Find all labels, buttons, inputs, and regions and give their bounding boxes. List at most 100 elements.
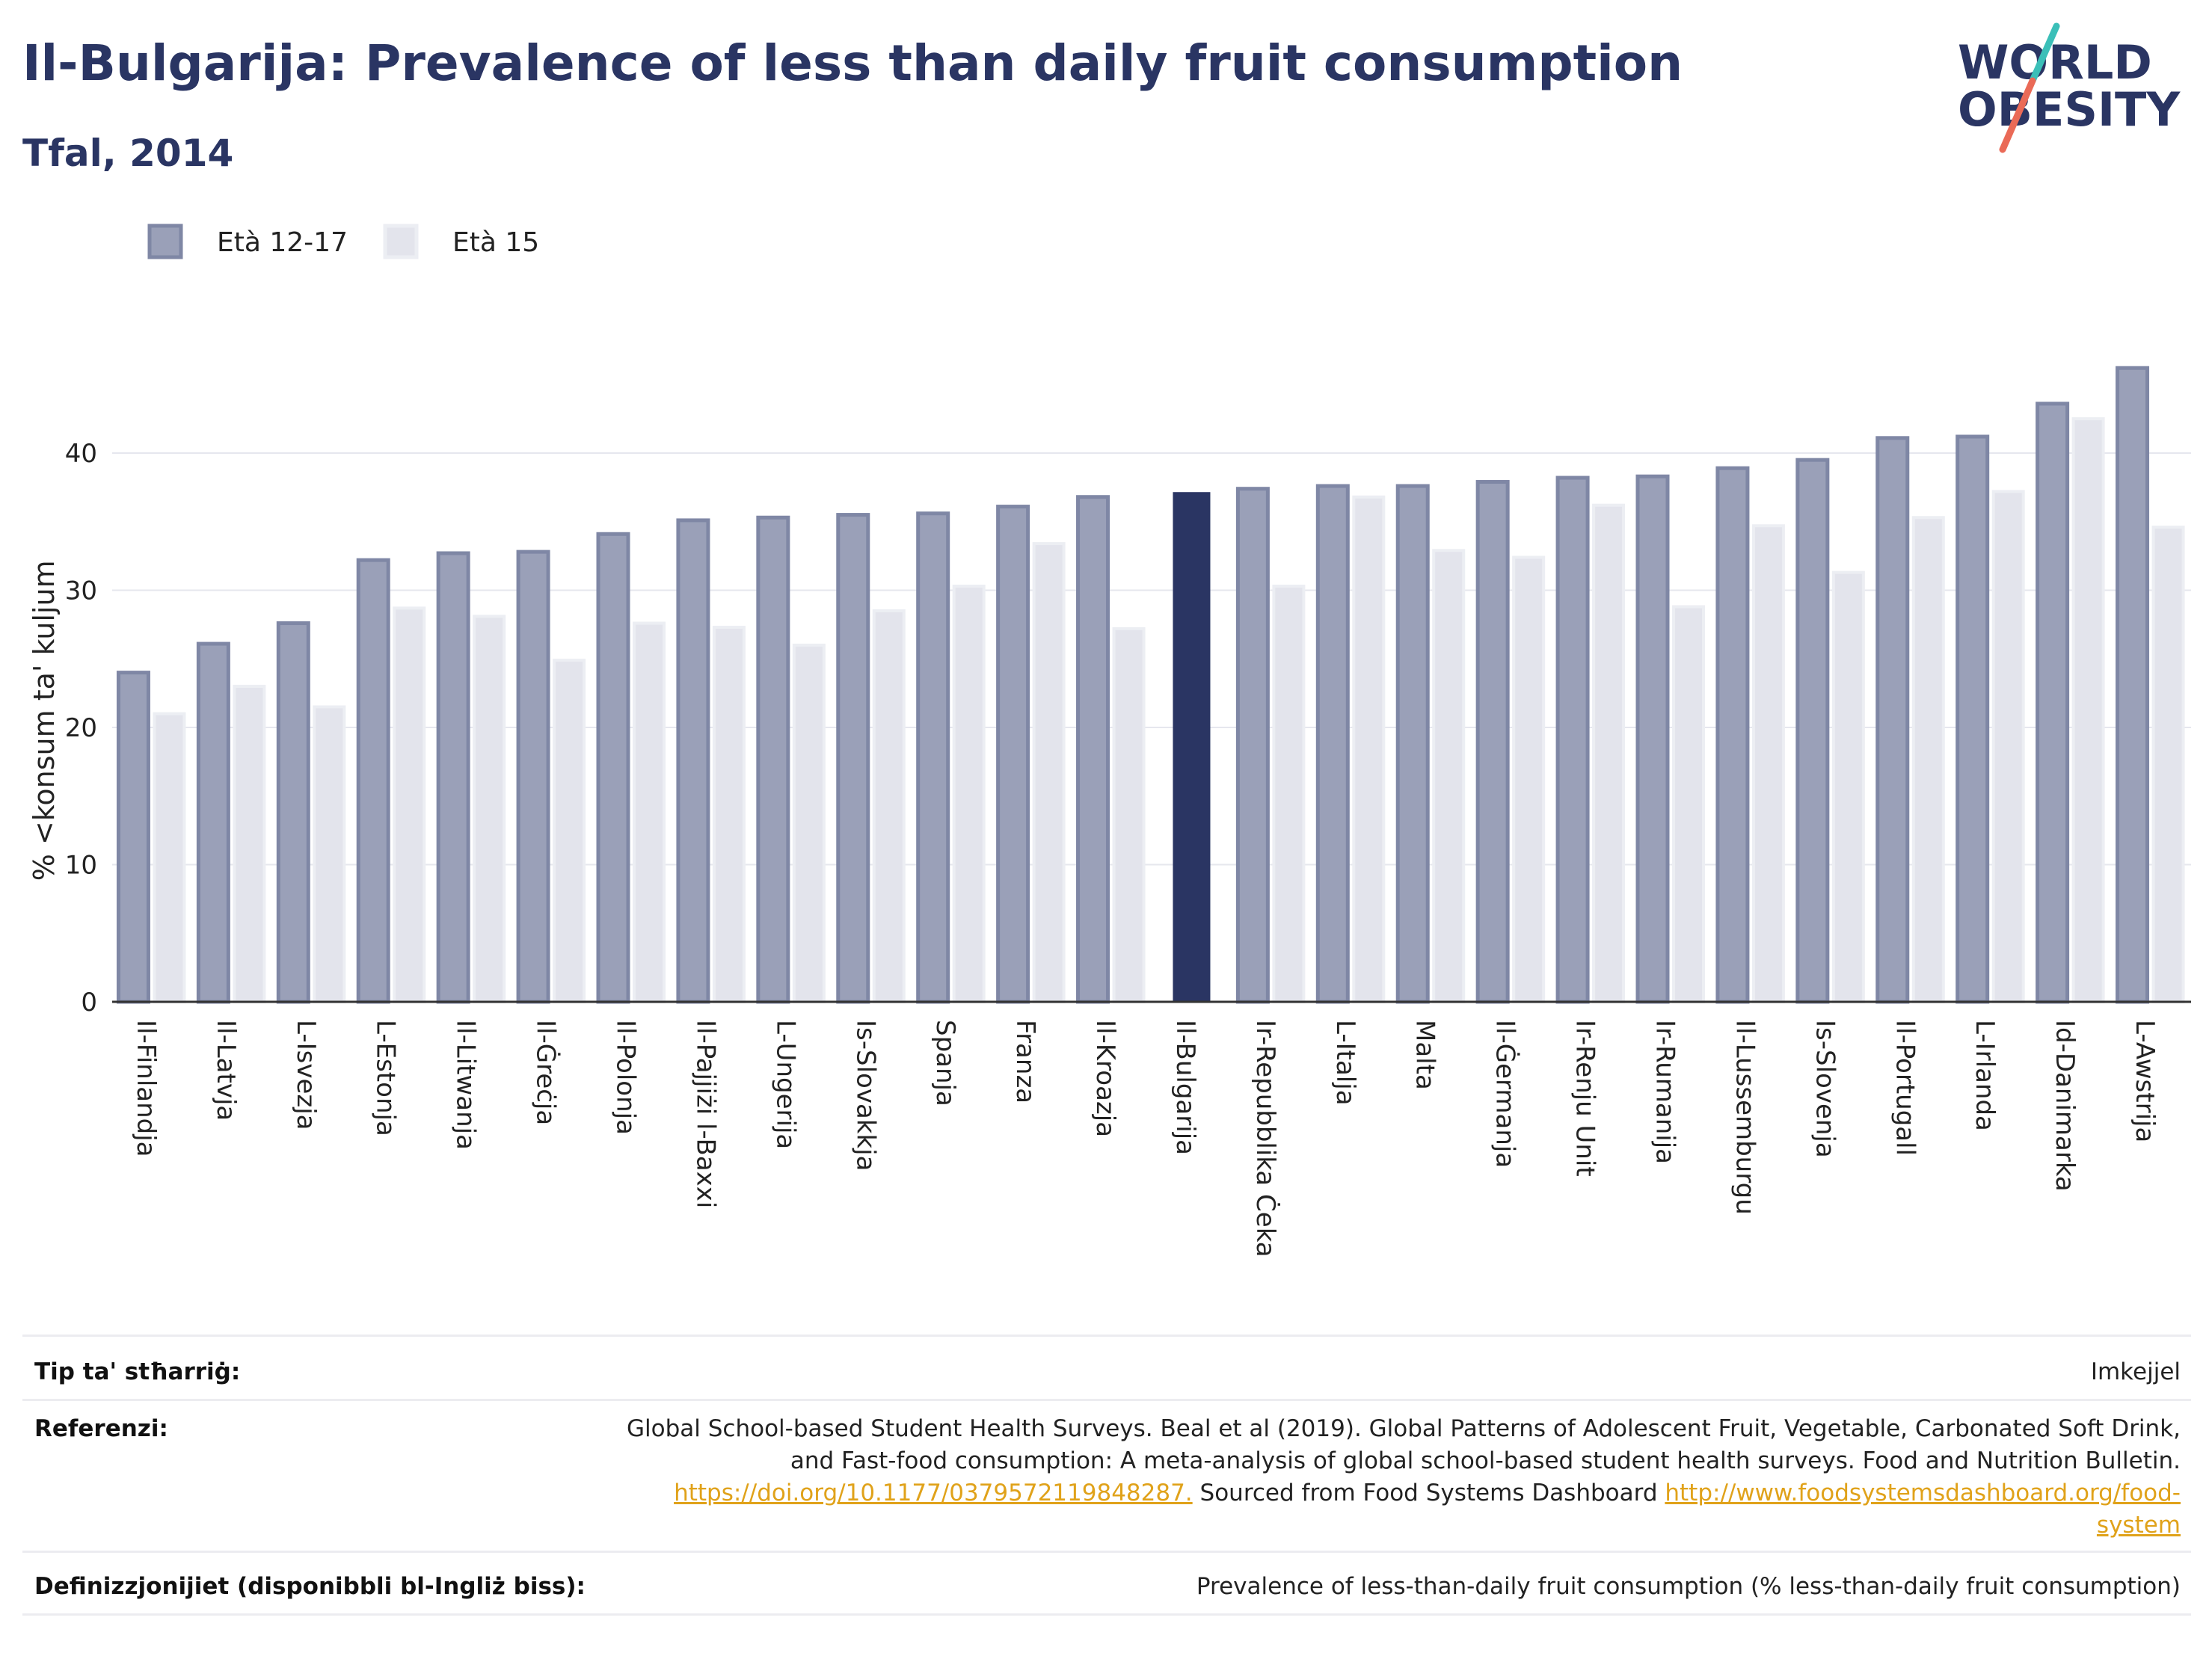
x-tick-label: Il-Lussemburgu xyxy=(1730,1020,1760,1215)
y-tick-label: 0 xyxy=(81,988,97,1018)
references-line-2: and Fast-food consumption: A meta-analys… xyxy=(790,1447,2181,1474)
legend-label-1: Età 12-17 xyxy=(217,227,348,258)
bar-6-series-2 xyxy=(553,659,586,1004)
legend-label-2: Età 15 xyxy=(452,227,539,258)
bar-18-series-1 xyxy=(1475,480,1510,1004)
y-tick-label: 10 xyxy=(65,851,97,881)
x-tick-label: Il-Bulgarija xyxy=(1170,1020,1200,1155)
x-tick-label: L-Estonja xyxy=(371,1020,401,1136)
x-tick-label: Il-Litwanja xyxy=(451,1020,481,1150)
bar-25-series-2 xyxy=(2071,417,2105,1003)
legend-swatch-2 xyxy=(383,224,419,259)
x-tick-label: Il-Ġermanja xyxy=(1490,1020,1521,1168)
logo-slash-teal xyxy=(2029,22,2060,84)
bar-22-series-1 xyxy=(1795,458,1830,1004)
bar-22-series-2 xyxy=(1831,570,1865,1003)
y-axis-label: % <konsum ta' kuljum xyxy=(28,560,61,881)
bar-11-series-1 xyxy=(916,511,950,1004)
bar-26-series-2 xyxy=(2151,526,2185,1003)
references-line-4: system xyxy=(627,1509,2181,1542)
bar-3-series-2 xyxy=(313,705,346,1003)
references-line-1: Global School-based Student Health Surve… xyxy=(627,1415,2181,1442)
bar-4-series-2 xyxy=(393,606,426,1003)
world-obesity-logo: WORLD OBESITY xyxy=(1958,22,2181,153)
bar-4-series-1 xyxy=(356,558,390,1004)
y-tick-label: 20 xyxy=(65,713,97,743)
source-type-value: Imkejjel xyxy=(2090,1358,2181,1385)
doi-link[interactable]: https://doi.org/10.1177/0379572119848287… xyxy=(674,1480,1193,1506)
bar-5-series-1 xyxy=(436,551,470,1004)
references-mid-text: Sourced from Food Systems Dashboard xyxy=(1192,1480,1665,1506)
bar-6-series-1 xyxy=(516,550,550,1004)
bar-25-series-1 xyxy=(2036,401,2070,1004)
x-tick-label: Il-Finlandja xyxy=(131,1020,161,1157)
x-tick-label: Malta xyxy=(1410,1020,1440,1090)
bar-10-series-1 xyxy=(836,513,870,1004)
logo-word-world: WORLD xyxy=(1958,35,2152,90)
bar-16-series-1 xyxy=(1315,484,1350,1004)
bar-7-series-2 xyxy=(633,621,666,1003)
bar-15-series-2 xyxy=(1272,584,1306,1003)
bar-7-series-1 xyxy=(596,532,630,1004)
x-tick-label: Il-Ġreċja xyxy=(531,1020,562,1125)
bar-10-series-2 xyxy=(872,609,906,1003)
food-systems-link-continued[interactable]: system xyxy=(2096,1512,2181,1539)
source-type-label: Tip ta' stħarriġ: xyxy=(34,1358,241,1385)
bar-23-series-2 xyxy=(1911,516,1945,1003)
bar-26-series-1 xyxy=(2116,366,2150,1004)
references-label: Referenzi: xyxy=(34,1415,168,1442)
bar-17-series-2 xyxy=(1432,549,1466,1003)
x-tick-label: L-Awstrija xyxy=(2130,1020,2160,1142)
bar-9-series-2 xyxy=(792,643,826,1004)
bar-17-series-1 xyxy=(1395,484,1430,1004)
bar-11-series-2 xyxy=(952,584,986,1003)
info-table: Tip ta' stħarriġ: Imkejjel Referenzi: Gl… xyxy=(22,1335,2191,1616)
chart-bars xyxy=(116,366,2185,1004)
definitions-label: Definizzjonijiet (disponibbli bl-Ingliż … xyxy=(34,1573,586,1600)
bar-8-series-1 xyxy=(676,518,710,1004)
bar-12-series-2 xyxy=(1032,542,1066,1003)
x-tick-label: Il-Kroazja xyxy=(1090,1020,1120,1137)
bar-20-series-1 xyxy=(1635,474,1670,1004)
y-tick-label: 30 xyxy=(65,576,97,606)
x-tick-label: Is-Slovakkja xyxy=(850,1020,880,1171)
x-tick-label: Id-Danimarka xyxy=(2050,1020,2080,1192)
references-value: Global School-based Student Health Surve… xyxy=(627,1413,2191,1542)
x-tick-label: Il-Polonja xyxy=(611,1020,641,1135)
legend-swatch-1 xyxy=(147,224,183,259)
food-systems-link[interactable]: http://www.foodsystemsdashboard.org/food… xyxy=(1665,1480,2181,1506)
bar-2-series-1 xyxy=(196,641,230,1004)
x-tick-label: Franza xyxy=(1010,1020,1040,1104)
bar-18-series-2 xyxy=(1512,555,1546,1003)
bar-1-series-2 xyxy=(153,712,186,1004)
x-tick-label: L-Ungerija xyxy=(770,1020,800,1149)
page-title: Il-Bulgarija: Prevalence of less than da… xyxy=(22,34,1683,92)
x-tick-label: L-Irlanda xyxy=(1970,1020,2000,1131)
bar-3-series-1 xyxy=(276,621,310,1004)
x-tick-label: Ir-Repubblika Ċeka xyxy=(1250,1020,1281,1258)
bar-14-series-1 xyxy=(1173,492,1211,1003)
bar-21-series-2 xyxy=(1751,524,1785,1003)
info-row-definitions: Definizzjonijiet (disponibbli bl-Ingliż … xyxy=(22,1551,2191,1616)
bar-19-series-1 xyxy=(1555,475,1590,1004)
bar-2-series-2 xyxy=(233,684,266,1003)
bar-5-series-2 xyxy=(473,615,506,1003)
y-tick-label: 40 xyxy=(65,439,97,469)
bar-21-series-1 xyxy=(1715,466,1750,1004)
x-tick-label: Ir-Rumanija xyxy=(1650,1020,1680,1164)
logo-slash-coral xyxy=(1999,77,2036,153)
x-tick-label: Ir-Renju Unit xyxy=(1570,1020,1600,1177)
info-row-references: Referenzi: Global School-based Student H… xyxy=(22,1399,2191,1551)
x-tick-label: Is-Slovenja xyxy=(1810,1020,1840,1158)
bar-8-series-2 xyxy=(712,626,746,1003)
bar-24-series-1 xyxy=(1956,434,1990,1004)
bar-15-series-1 xyxy=(1235,487,1270,1004)
bar-1-series-1 xyxy=(116,671,150,1004)
x-tick-label: Il-Latvja xyxy=(211,1020,241,1121)
bar-24-series-2 xyxy=(1991,490,2025,1003)
x-tick-label: Spanja xyxy=(930,1020,960,1106)
bar-9-series-1 xyxy=(756,515,790,1004)
bar-20-series-2 xyxy=(1672,605,1705,1003)
bar-16-series-2 xyxy=(1352,495,1386,1003)
bar-23-series-1 xyxy=(1875,436,1910,1004)
